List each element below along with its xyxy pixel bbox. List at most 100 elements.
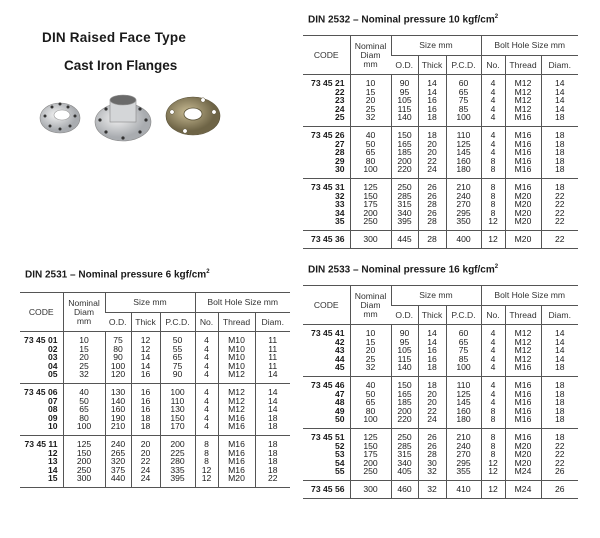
cell: 100 (349, 165, 391, 179)
cell: 18 (540, 415, 578, 429)
cell: 4 (480, 346, 505, 355)
cell: 250 (62, 466, 105, 475)
cell: 20 (130, 448, 160, 458)
cell: 45 (334, 362, 345, 373)
cell: 90 (159, 370, 195, 384)
cell: 16 (130, 405, 160, 414)
cell: 90 (390, 324, 418, 338)
cell: 395 (159, 474, 195, 488)
nominal-label: Nominal (68, 297, 100, 308)
cell: 12 (480, 217, 505, 231)
cell: 30 (334, 164, 345, 175)
cell: 125 (445, 389, 481, 399)
cell: 445 (390, 230, 418, 248)
cell: 22 (540, 459, 578, 468)
cell: 350 (445, 217, 481, 231)
col-thick: Thick (417, 305, 446, 325)
cell: 18 (540, 113, 578, 127)
cell: 4 (480, 113, 505, 127)
table-row: 73 45 36 300 445 28 400 12 M20 22 (303, 230, 578, 248)
cell: 73 45 46 (311, 379, 345, 390)
cell: 22 (540, 200, 578, 209)
cell: 14 (417, 337, 446, 347)
cell: 18 (254, 466, 290, 475)
cell: 50 (159, 331, 195, 345)
diam-label: Diam (73, 306, 95, 317)
table-title-text: DIN 2531 – Nominal pressure 6 kgf/cm (25, 269, 207, 281)
cell: 175 (349, 200, 391, 209)
flat-flange-image (39, 102, 81, 134)
nominal-label: Nominal (354, 290, 387, 301)
cell: 14 (254, 405, 290, 414)
table-row: 73 45 56 300 460 32 410 12 M24 26 (303, 480, 578, 498)
row-group: 73 45 21 10 90 14 60 4 M12 14 22 15 95 14 65 4 M12 14 23… (303, 74, 578, 127)
cell: M16 (504, 178, 541, 192)
cell: 270 (445, 450, 481, 459)
cell: 90 (390, 74, 418, 88)
mm-label: mm (363, 58, 378, 69)
cell: 150 (62, 448, 105, 458)
col-nominal-diam: Nominal Diam mm (349, 285, 391, 325)
cell: 140 (104, 396, 131, 406)
cell: 165 (390, 139, 418, 149)
table-row: 73 45 26 40 150 18 110 4 M16 18 (303, 126, 578, 140)
cell: 110 (445, 126, 481, 140)
cell: M16 (504, 407, 541, 416)
cell: 355 (445, 467, 481, 481)
cell: 8 (480, 157, 505, 166)
superscript: 2 (494, 14, 499, 20)
cell: M16 (217, 435, 255, 449)
cell: 8 (480, 407, 505, 416)
cell: 4 (480, 363, 505, 377)
cell: 240 (445, 191, 481, 201)
cell: 4 (480, 148, 505, 157)
cell: 80 (104, 344, 131, 354)
cell: 295 (445, 459, 481, 468)
cell: 105 (390, 96, 418, 105)
row-group: 73 45 06 40 130 16 100 4 M12 14 07 50 140 16 110 4 M12… (20, 383, 290, 436)
cell: 8 (480, 428, 505, 442)
table-row: 28 65 185 20 145 4 M16 18 (303, 148, 578, 157)
cell: 225 (159, 448, 195, 458)
cell: 73 45 36 (311, 233, 345, 244)
cell: 8 (480, 178, 505, 192)
col-bolt-hole-size: Bolt Hole Size mm (480, 35, 578, 56)
cell: M20 (504, 217, 541, 231)
cell: 95 (390, 87, 418, 97)
cell: 13 (47, 456, 58, 467)
cell: 4 (194, 422, 218, 436)
cell: 28 (334, 147, 345, 158)
cell: 18 (254, 422, 290, 436)
table-row: 73 45 21 10 90 14 60 4 M12 14 (303, 74, 578, 88)
cell: 22 (334, 86, 345, 97)
cell: 22 (540, 450, 578, 459)
cell: 12 (47, 447, 58, 458)
cell: 185 (390, 398, 418, 407)
cell: 73 45 06 (24, 386, 58, 397)
cell: 8 (480, 415, 505, 429)
cell: 25 (334, 112, 345, 123)
cell: 75 (445, 96, 481, 105)
cell: 125 (349, 178, 391, 192)
cell: 210 (445, 178, 481, 192)
cell: M12 (217, 370, 255, 384)
cell: 100 (445, 113, 481, 127)
cell: 26 (417, 178, 446, 192)
cell: 10 (62, 331, 105, 345)
cell: 24 (130, 474, 160, 488)
cell: 22 (130, 457, 160, 466)
cell: 8 (480, 165, 505, 179)
cell: 30 (417, 459, 446, 468)
cell: 250 (349, 217, 391, 231)
table-row: 49 80 200 22 160 8 M16 18 (303, 407, 578, 416)
cell: 14 (540, 105, 578, 114)
cell: 20 (349, 346, 391, 355)
cell: 73 45 01 (24, 335, 58, 345)
cell: 4 (480, 74, 505, 88)
cell: 410 (445, 480, 481, 498)
cell: M10 (217, 344, 255, 354)
table-row: 04 25 100 14 75 4 M10 11 (20, 362, 290, 371)
cell: 20 (417, 398, 446, 407)
table-row: 12 150 265 20 225 8 M16 18 (20, 447, 290, 458)
cell: 4 (194, 362, 218, 371)
